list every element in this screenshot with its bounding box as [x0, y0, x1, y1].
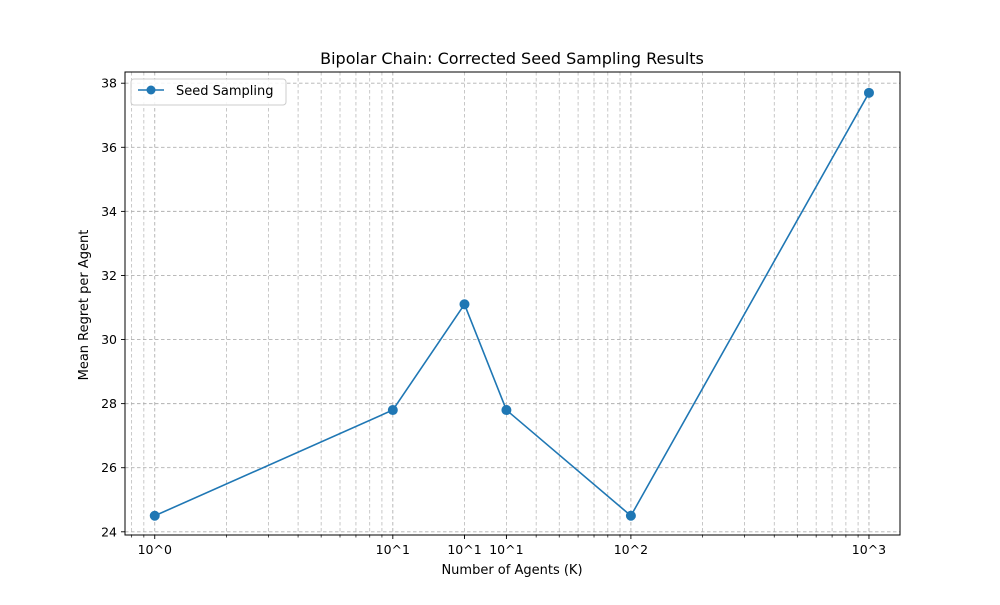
data-point — [459, 299, 470, 310]
y-tick-label: 26 — [101, 460, 117, 475]
y-tick-label: 24 — [101, 524, 117, 539]
y-tick-label: 36 — [101, 140, 117, 155]
legend-marker — [146, 85, 156, 95]
y-tick-label: 38 — [101, 76, 117, 91]
tick-labels: 24 26 28 30 32 34 36 38 10^0 10^1 10^1 10^1 10^2 10^3 — [101, 76, 886, 557]
x-tick-label: 10^3 — [852, 542, 886, 557]
x-tick-label: 10^0 — [138, 542, 172, 557]
data-point — [501, 405, 512, 416]
data-point — [625, 510, 636, 521]
x-tick-label: 10^1 — [489, 542, 523, 557]
data-point — [863, 87, 874, 98]
y-tick-label: 34 — [101, 204, 117, 219]
legend-box — [130, 78, 287, 106]
y-tick-label: 30 — [101, 332, 117, 347]
legend-label: Seed Sampling — [176, 84, 273, 99]
data-point — [387, 405, 398, 416]
y-axis-label: Mean Regret per Agent — [77, 230, 92, 381]
x-tick-label: 10^1 — [447, 542, 481, 557]
legend: Seed Sampling — [130, 78, 287, 106]
x-axis-label: Number of Agents (K) — [441, 563, 582, 578]
data-point — [149, 510, 160, 521]
x-tick-label: 10^1 — [376, 542, 410, 557]
axes — [121, 71, 901, 539]
series-layer — [149, 87, 874, 521]
plot-frame — [124, 71, 901, 536]
x-tick-label: 10^2 — [614, 542, 648, 557]
y-tick-label: 32 — [101, 268, 117, 283]
y-tick-label: 28 — [101, 396, 117, 411]
series-line — [154, 92, 870, 517]
chart-title: Bipolar Chain: Corrected Seed Sampling R… — [320, 49, 704, 68]
